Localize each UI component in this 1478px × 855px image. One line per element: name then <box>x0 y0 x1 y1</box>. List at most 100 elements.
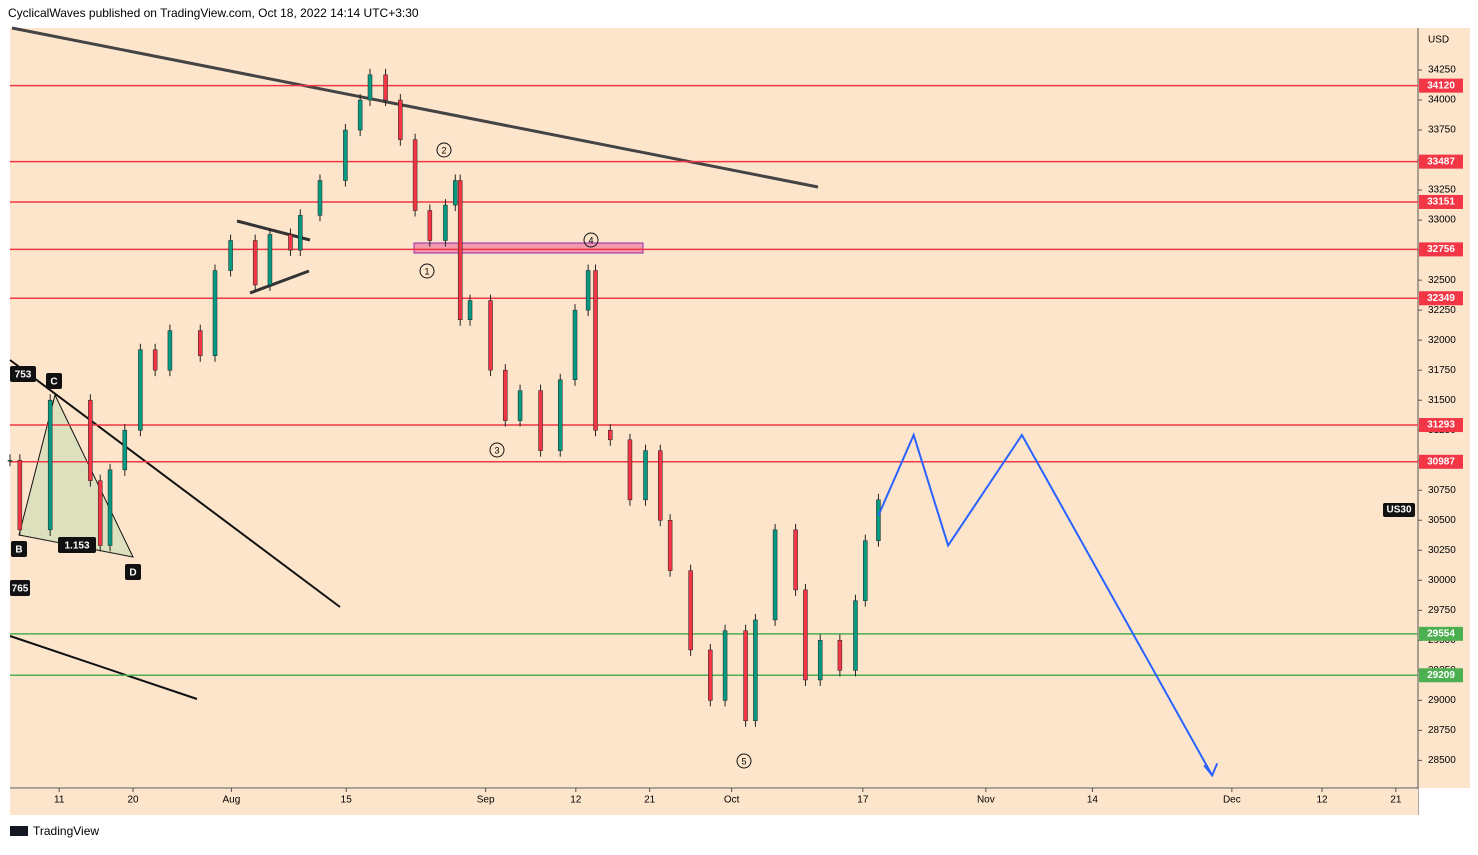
y-tick-label: 29750 <box>1428 605 1456 616</box>
candle <box>585 270 591 311</box>
wave-label: 3 <box>494 445 499 455</box>
time-axis-bg <box>10 789 1418 815</box>
level-tag <box>1419 78 1463 93</box>
candle <box>608 429 613 441</box>
pattern-label: D <box>129 568 136 579</box>
candle <box>572 309 578 381</box>
trendline <box>9 635 198 700</box>
y-tick-label: 30500 <box>1428 515 1456 526</box>
x-tick-label: Nov <box>977 795 995 806</box>
x-tick-label: 14 <box>1087 795 1099 806</box>
wave-label: 4 <box>588 235 593 245</box>
symbol-tag <box>1383 503 1415 517</box>
logo-mark <box>10 826 28 836</box>
candle <box>367 74 373 101</box>
candle <box>503 369 508 421</box>
level-label: 30987 <box>1427 456 1455 467</box>
trendline <box>249 269 310 295</box>
y-tick-label: 33000 <box>1428 215 1456 226</box>
x-tick-label: 20 <box>127 795 139 806</box>
candle <box>152 349 158 371</box>
level-tag <box>1419 154 1463 169</box>
x-tick-label: 17 <box>857 795 869 806</box>
drawings <box>9 26 819 700</box>
arrow-head <box>1203 763 1219 778</box>
candle <box>863 540 868 601</box>
candle <box>453 180 458 206</box>
y-tick-label: 31500 <box>1428 395 1456 406</box>
level-label: 33151 <box>1427 197 1455 208</box>
pattern-label: 765 <box>12 584 29 595</box>
candle <box>538 390 543 451</box>
candle <box>138 349 143 431</box>
wave-label: 5 <box>741 756 746 766</box>
level-tag <box>1419 668 1463 683</box>
x-tick-label: 11 <box>54 795 65 806</box>
level-label: 31293 <box>1427 420 1455 431</box>
level-tag <box>1419 626 1463 641</box>
wave-label: 2 <box>441 145 446 155</box>
candle <box>817 640 823 681</box>
candle <box>317 180 323 216</box>
candle <box>107 469 113 546</box>
candle <box>658 450 663 521</box>
candle <box>197 330 203 357</box>
trendline <box>9 359 341 608</box>
candle <box>643 450 648 501</box>
candle <box>298 215 303 251</box>
candle <box>383 74 388 101</box>
wave-label: 1 <box>424 266 429 276</box>
wave-circle <box>489 442 505 458</box>
x-tick-label: 12 <box>1316 795 1328 806</box>
zone <box>413 242 644 254</box>
x-tick-label: Oct <box>724 795 740 806</box>
y-tick-label: 31750 <box>1428 365 1456 376</box>
x-tick-label: 21 <box>644 795 656 806</box>
candle <box>688 570 693 651</box>
candle <box>267 234 273 286</box>
level-tag <box>1419 291 1463 306</box>
level-label: 32349 <box>1427 293 1455 304</box>
footer: TradingView <box>33 824 99 838</box>
candle <box>593 270 598 431</box>
level-tag <box>1419 454 1463 469</box>
wave-circle <box>583 232 599 248</box>
candle <box>488 300 493 371</box>
candle <box>122 429 128 471</box>
candle <box>167 330 173 371</box>
pattern-tag <box>10 580 30 596</box>
wave-circle <box>736 753 752 769</box>
pattern-label: 1.153 <box>64 541 89 552</box>
candle <box>228 240 233 271</box>
x-tick-label: 12 <box>570 795 582 806</box>
symbol-label: US30 <box>1386 505 1411 516</box>
projection-path <box>877 432 1214 776</box>
candle <box>357 99 363 131</box>
pattern-label: 753 <box>15 370 32 381</box>
level-tag <box>1419 194 1463 209</box>
candle <box>557 379 563 451</box>
candle <box>667 520 673 571</box>
y-tick-label: 32250 <box>1428 305 1456 316</box>
y-tick-label: 28500 <box>1428 755 1456 766</box>
currency: USD <box>1428 35 1449 46</box>
plot-bg <box>10 28 1418 788</box>
level-tag <box>1419 418 1463 433</box>
level-label: 29209 <box>1427 670 1455 681</box>
y-tick-label: 32000 <box>1428 335 1456 346</box>
pattern-tag <box>125 564 141 580</box>
level-label: 34120 <box>1427 80 1455 91</box>
candle <box>288 234 293 251</box>
candle <box>467 300 473 321</box>
candle <box>398 99 403 140</box>
candle <box>343 129 348 181</box>
candle <box>443 204 448 241</box>
level-label: 29554 <box>1427 628 1455 639</box>
pattern-label: C <box>50 377 57 388</box>
y-tick-label: 32500 <box>1428 275 1456 286</box>
wave-circle <box>436 142 452 158</box>
y-tick-label: 29000 <box>1428 695 1456 706</box>
candle <box>212 270 218 357</box>
y-tick-label: 34000 <box>1428 95 1456 106</box>
candle <box>427 210 433 241</box>
